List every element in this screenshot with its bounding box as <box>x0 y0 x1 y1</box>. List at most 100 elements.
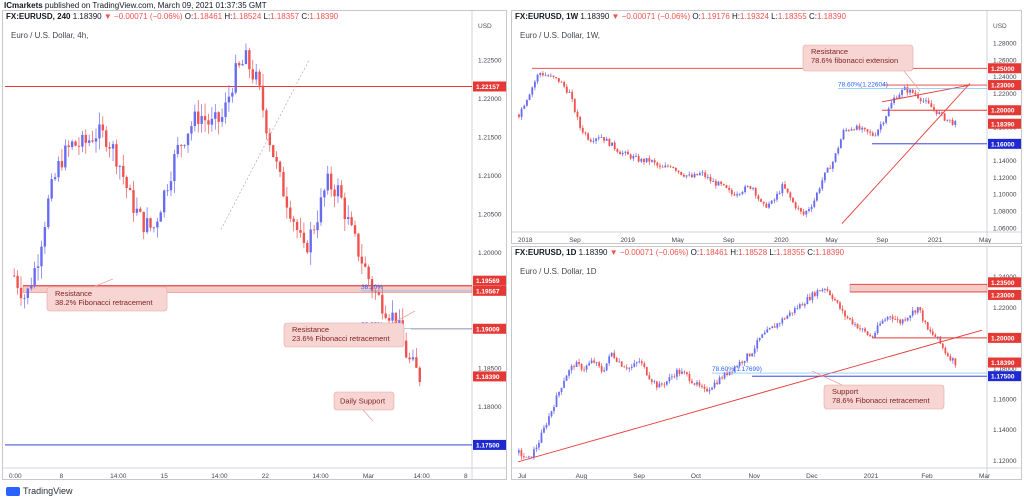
candle-body <box>156 221 159 228</box>
candle-body <box>70 141 74 148</box>
candle-body <box>637 156 640 162</box>
candle-body <box>615 357 618 362</box>
candle-body <box>579 116 582 128</box>
candle-body <box>302 232 306 243</box>
candle-body <box>927 100 930 104</box>
candle-body <box>771 326 774 329</box>
candle-body <box>783 318 786 320</box>
candle-body <box>874 135 877 137</box>
candle-body <box>916 307 919 313</box>
candle-body <box>781 318 784 324</box>
candle-body <box>560 81 563 83</box>
candle-body <box>404 340 408 358</box>
time-tick-label: 14:00 <box>211 473 228 480</box>
candle-body <box>590 360 593 364</box>
candle-body <box>33 267 36 287</box>
candle-body <box>316 222 319 231</box>
price-label-text: 1.16000 <box>991 141 1015 148</box>
candle-body <box>47 198 50 228</box>
candle-body <box>162 190 166 213</box>
chart-panel-1w[interactable]: FX:EURUSD, 1W 1.18390 ▼ −0.00071 (−0.06%… <box>511 10 1022 244</box>
candle-body <box>581 127 584 133</box>
candle-body <box>357 233 360 257</box>
candle-body <box>217 112 220 122</box>
candle-body <box>854 323 856 325</box>
candle-body <box>183 145 186 146</box>
candle-body <box>595 138 598 141</box>
candle-body <box>91 140 94 142</box>
candle-body <box>738 193 741 195</box>
candle-body <box>685 175 688 177</box>
candle-body <box>778 193 781 194</box>
candle-body <box>408 357 411 360</box>
candle-body <box>826 288 829 291</box>
callout-pointer <box>362 409 374 422</box>
high-value: 1.19324 <box>740 12 769 21</box>
candle-body <box>954 358 957 366</box>
candle-body <box>761 334 764 338</box>
last-price: 1.18390 <box>578 248 608 257</box>
candle-body <box>227 96 231 103</box>
low-value: 1.18357 <box>270 12 300 21</box>
candle-body <box>791 312 794 314</box>
candle-body <box>889 316 892 318</box>
candle-body <box>834 299 836 301</box>
candle-body <box>87 140 91 143</box>
candle-body <box>703 386 706 389</box>
price-tick-label: 1.18000 <box>993 366 1017 373</box>
candle-body <box>587 133 590 140</box>
time-tick-label: Sep <box>723 237 735 244</box>
price-label-badge <box>988 118 1021 129</box>
chart-panel-4h[interactable]: FX:EURUSD, 240 1.18390 ▼ −0.00071 (−0.06… <box>2 10 507 480</box>
low-value: 1.18355 <box>777 12 807 21</box>
price-label-badge <box>988 332 1021 343</box>
candle-body <box>244 50 248 65</box>
candle-body <box>770 200 773 204</box>
candle-body <box>525 99 528 106</box>
price-tick-label: 1.20000 <box>478 250 502 257</box>
candle-body <box>818 188 821 193</box>
candle-body <box>128 187 132 191</box>
candle-body <box>578 362 580 365</box>
time-tick-label: 2019 <box>620 237 635 244</box>
candle-body <box>733 194 736 196</box>
candle-body <box>520 108 523 117</box>
candle-body <box>645 367 648 376</box>
candle-body <box>736 194 739 196</box>
candle-body <box>598 362 601 367</box>
price-tick-label: 1.06000 <box>993 225 1017 232</box>
candle-body <box>864 328 866 332</box>
chart-panel-1d[interactable]: FX:EURUSD, 1D 1.18390 ▼ −0.00071 (−0.06%… <box>511 246 1022 480</box>
candle-body <box>800 208 802 212</box>
candle-body <box>815 192 818 201</box>
candle-body <box>751 353 754 357</box>
candle-body <box>944 347 947 354</box>
candle-body <box>613 142 616 150</box>
candle-body <box>653 160 656 163</box>
candle-body <box>595 362 598 364</box>
candle-body <box>866 129 869 132</box>
candle-body <box>911 89 914 93</box>
candle-body <box>381 294 384 314</box>
candle-body <box>866 331 869 335</box>
candle-body <box>237 63 241 66</box>
candle-body <box>278 161 282 172</box>
candle-body <box>803 304 806 306</box>
candle-body <box>744 186 747 193</box>
candle-body <box>858 125 861 130</box>
candle-body <box>898 94 901 99</box>
symbol-label: FX:EURUSD, 1D <box>515 248 577 257</box>
candle-body <box>841 308 844 311</box>
callout-title: Daily Support <box>340 397 386 406</box>
time-tick-label: 2018 <box>518 237 533 244</box>
time-tick-label: 14:00 <box>312 473 329 480</box>
candle-body <box>523 105 526 109</box>
candle-body <box>573 99 576 112</box>
candle-body <box>30 286 33 289</box>
candle-body <box>668 377 671 382</box>
candle-body <box>588 363 590 366</box>
candle-body <box>756 340 759 349</box>
candle-body <box>686 372 688 375</box>
candle-body <box>122 165 125 177</box>
callout-title: Support <box>832 387 859 396</box>
